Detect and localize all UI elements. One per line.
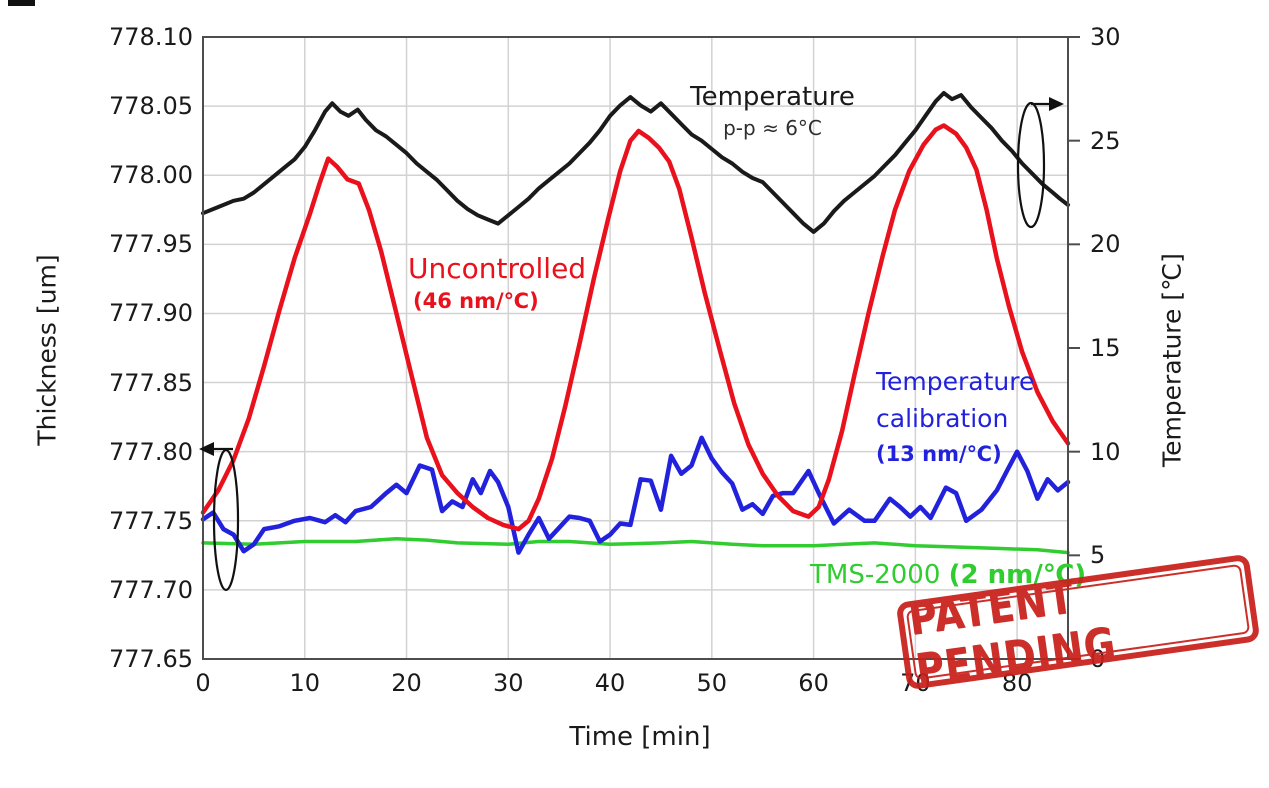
- calibration-label-line1: Temperature: [876, 367, 1035, 396]
- x-tick-label: 40: [594, 669, 626, 697]
- right-tick-label: 0: [1090, 645, 1106, 673]
- series-curves: [200, 91, 1071, 555]
- left-tick-label: 777.65: [109, 645, 193, 673]
- tms2000-series-label: TMS-2000 (2 nm/℃): [810, 560, 1086, 590]
- left-tick-label: 777.90: [109, 299, 193, 328]
- tms2000-coefficient-label: (2 nm/℃): [948, 560, 1087, 590]
- calibration-coefficient-label: (13 nm/℃): [876, 442, 1002, 466]
- x-tick-label: 70: [900, 669, 931, 697]
- x-tick-label: 20: [391, 669, 422, 697]
- series-line-uncontrolled: [200, 123, 1071, 532]
- image-corner-artifact: [8, 0, 35, 6]
- tms2000-label-text: TMS-2000: [810, 560, 949, 590]
- calibration-series-label: Temperature calibration (13 nm/℃): [876, 363, 1034, 471]
- uncontrolled-series-label: Uncontrolled: [408, 252, 587, 285]
- right-tick-label: 20: [1090, 230, 1121, 259]
- x-tick-label: 10: [289, 669, 321, 697]
- gridlines: [203, 37, 1068, 659]
- x-tick-label: 30: [493, 669, 524, 697]
- left-tick-label: 777.75: [109, 506, 193, 535]
- temperature-series-label: Temperature: [690, 82, 855, 112]
- series-line-calibration: [200, 435, 1071, 555]
- right-tick-label: 30: [1090, 23, 1121, 51]
- right-tick-label: 5: [1090, 541, 1106, 570]
- x-tick-label: 60: [798, 669, 829, 697]
- right-axis-tickmarks: [1068, 36, 1080, 660]
- right-tick-label: 15: [1090, 334, 1121, 362]
- left-tick-label: 778.00: [109, 161, 193, 190]
- right-axis-title: Temperature [℃]: [1157, 253, 1187, 467]
- series-line-tms: [201, 536, 1070, 555]
- x-tick-label: 80: [1001, 669, 1033, 697]
- left-axis-indicator-arrow: [199, 442, 240, 592]
- temperature-pp-annotation: p-p ≈ 6°C: [723, 116, 822, 140]
- left-tick-label: 778.10: [109, 23, 193, 51]
- calibration-label-line2: calibration: [876, 404, 1009, 433]
- left-tick-label: 777.85: [109, 368, 193, 397]
- x-axis-title: Time [min]: [569, 722, 711, 752]
- series-line-temperature: [201, 91, 1070, 234]
- uncontrolled-coefficient-label: (46 nm/℃): [413, 289, 539, 313]
- left-tick-label: 777.70: [109, 575, 193, 604]
- left-tick-label: 778.05: [109, 92, 193, 121]
- left-axis-title: Thickness [um]: [32, 254, 62, 446]
- x-tick-label: 0: [195, 669, 211, 697]
- x-tick-label: 50: [696, 669, 728, 697]
- right-tick-label: 10: [1090, 437, 1121, 466]
- right-tick-label: 25: [1090, 126, 1121, 155]
- left-tick-label: 777.95: [109, 230, 193, 259]
- right-axis-indicator-arrow: [1016, 97, 1064, 229]
- left-tick-label: 777.80: [109, 437, 193, 466]
